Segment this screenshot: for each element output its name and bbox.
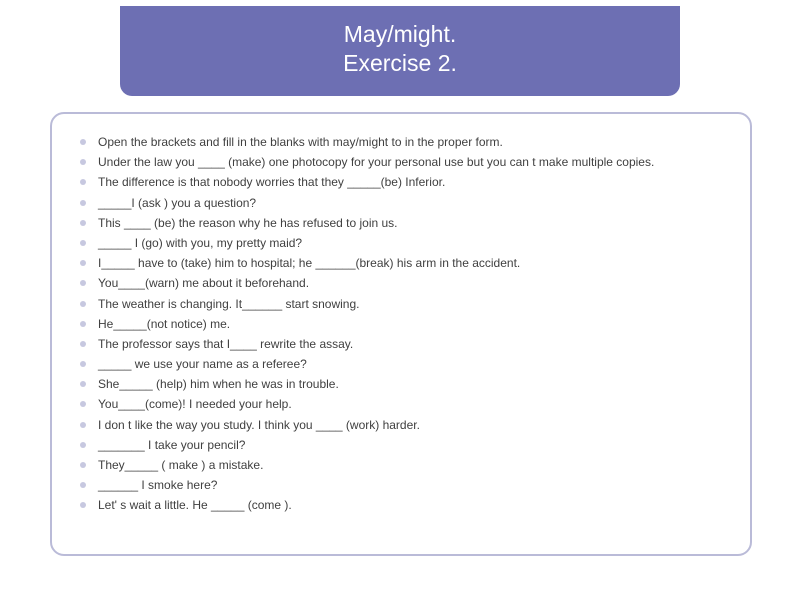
- list-item: They_____ ( make ) a mistake.: [78, 457, 726, 473]
- list-item: The professor says that I____ rewrite th…: [78, 336, 726, 352]
- list-item: ______ I smoke here?: [78, 477, 726, 493]
- list-item: Let' s wait a little. He _____ (come ).: [78, 497, 726, 513]
- slide: May/might. Exercise 2. Open the brackets…: [0, 0, 800, 600]
- content-box: Open the brackets and fill in the blanks…: [50, 112, 752, 556]
- list-item: Under the law you ____ (make) one photoc…: [78, 154, 726, 170]
- list-item: _____ we use your name as a referee?: [78, 356, 726, 372]
- bullet-list: Open the brackets and fill in the blanks…: [78, 134, 726, 514]
- list-item: He_____(not notice) me.: [78, 316, 726, 332]
- list-item: _____I (ask ) you a question?: [78, 195, 726, 211]
- list-item: _____ I (go) with you, my pretty maid?: [78, 235, 726, 251]
- list-item: I don t like the way you study. I think …: [78, 417, 726, 433]
- title-band: May/might. Exercise 2.: [120, 6, 680, 96]
- title-line-2: Exercise 2.: [140, 49, 660, 78]
- list-item: The difference is that nobody worries th…: [78, 174, 726, 190]
- list-item: Open the brackets and fill in the blanks…: [78, 134, 726, 150]
- list-item: This ____ (be) the reason why he has ref…: [78, 215, 726, 231]
- title-line-1: May/might.: [140, 20, 660, 49]
- list-item: You____(warn) me about it beforehand.: [78, 275, 726, 291]
- list-item: _______ I take your pencil?: [78, 437, 726, 453]
- list-item: You____(come)! I needed your help.: [78, 396, 726, 412]
- list-item: She_____ (help) him when he was in troub…: [78, 376, 726, 392]
- list-item: The weather is changing. It______ start …: [78, 296, 726, 312]
- list-item: I_____ have to (take) him to hospital; h…: [78, 255, 726, 271]
